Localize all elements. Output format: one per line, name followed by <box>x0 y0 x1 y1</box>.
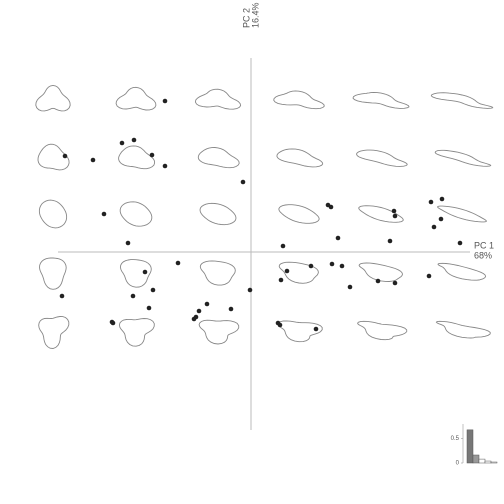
inset-tick-label: 0.5 <box>451 436 460 442</box>
point <box>175 260 181 266</box>
outline-shape <box>35 84 71 112</box>
point <box>162 98 168 104</box>
point <box>392 213 398 219</box>
outline-shape <box>119 259 152 288</box>
outline-shape <box>119 201 153 227</box>
point <box>339 263 345 269</box>
outline-shape <box>199 260 236 286</box>
point <box>284 268 290 274</box>
outline-shape <box>38 316 70 349</box>
point <box>387 238 393 244</box>
point <box>62 153 68 159</box>
point <box>375 278 381 284</box>
outline-shape <box>277 320 323 343</box>
outline-shape <box>276 148 324 168</box>
point <box>142 269 148 275</box>
point <box>59 293 65 299</box>
point <box>196 308 202 314</box>
point <box>150 287 156 293</box>
y-axis-label: PC 2 <box>241 8 251 28</box>
point <box>125 240 131 246</box>
outline-shape <box>194 88 242 110</box>
point <box>278 277 284 283</box>
x-axis-label: 68% <box>474 250 492 260</box>
inset-bar <box>478 458 486 464</box>
point <box>277 322 283 328</box>
point <box>457 240 463 246</box>
outline-shape <box>273 90 325 110</box>
point <box>438 216 444 222</box>
point <box>431 224 437 230</box>
outline-shape <box>437 262 487 281</box>
outline-shape <box>198 319 240 345</box>
inset-tick-label: 0 <box>456 461 460 467</box>
outline-shape <box>37 143 70 171</box>
point <box>204 301 210 307</box>
outline-shape <box>356 149 408 167</box>
point <box>162 163 168 169</box>
scree-inset: 00.5 <box>451 424 498 467</box>
point <box>101 211 107 217</box>
outline-shape <box>199 202 237 226</box>
point <box>131 137 137 143</box>
outline-shape <box>434 149 492 167</box>
inset-bar <box>484 460 492 464</box>
outline-shape <box>358 262 403 282</box>
outline-shape <box>357 320 408 341</box>
point <box>240 179 246 185</box>
outline-shape <box>358 205 404 223</box>
shape-grid <box>35 84 494 349</box>
outline-shape <box>352 91 410 109</box>
point <box>228 306 234 312</box>
outline-shape <box>435 320 491 339</box>
point <box>191 316 197 322</box>
point <box>146 305 152 311</box>
outline-shape <box>278 204 320 224</box>
outline-shape <box>38 199 68 229</box>
outline-shape <box>197 147 240 169</box>
point <box>328 204 334 210</box>
outline-shape <box>437 205 487 223</box>
outline-shape <box>39 257 67 290</box>
point <box>428 199 434 205</box>
inset-bar <box>466 429 474 464</box>
point <box>119 140 125 146</box>
scatter-plot: PC 168% PC 2 16.4% <box>58 2 494 430</box>
point <box>130 293 136 299</box>
inset-bar <box>490 461 498 464</box>
point <box>426 273 432 279</box>
outline-shape <box>430 92 494 109</box>
point <box>392 280 398 286</box>
outline-shape <box>118 145 156 170</box>
point <box>247 287 253 293</box>
point <box>149 152 155 158</box>
point <box>109 319 115 325</box>
point <box>439 196 445 202</box>
outline-shape <box>115 86 157 111</box>
y-axis-label: 16.4% <box>250 2 260 28</box>
point <box>313 326 319 332</box>
point <box>335 235 341 241</box>
point <box>391 208 397 214</box>
point <box>90 157 96 163</box>
point <box>347 284 353 290</box>
point <box>308 263 314 269</box>
point <box>280 243 286 249</box>
outline-shape <box>118 318 155 347</box>
point <box>329 261 335 267</box>
x-axis-label: PC 1 <box>474 240 494 250</box>
inset-bar <box>472 454 480 464</box>
